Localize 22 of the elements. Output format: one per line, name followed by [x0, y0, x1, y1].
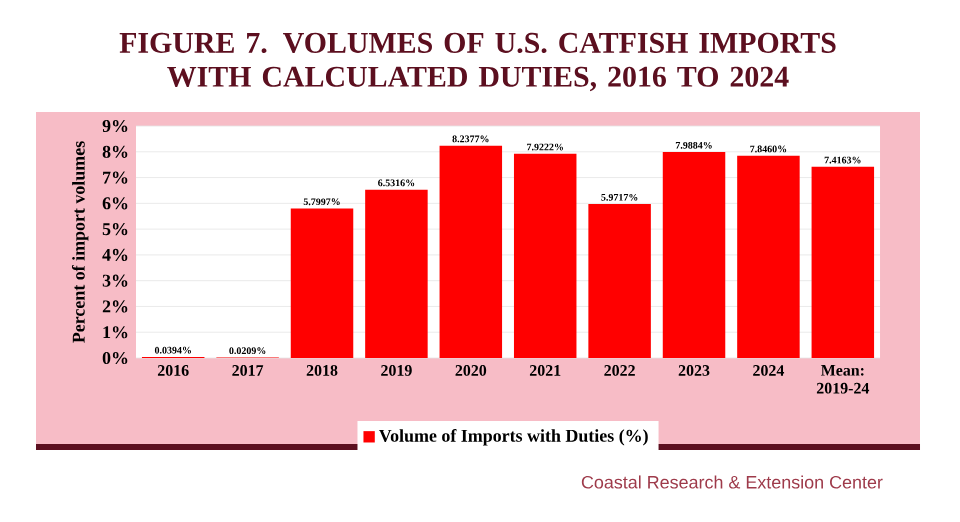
bar — [439, 145, 503, 358]
y-tick-label: 0% — [102, 351, 128, 365]
bar — [662, 152, 726, 358]
y-tick-label: 7% — [103, 171, 128, 184]
bar — [513, 153, 577, 358]
bar — [811, 166, 875, 358]
chart-title: FIGURE 7. VOLUMES OF U.S. CATFISH IMPORTS WITH CALCULATED DUTIES, 2016 TO 2024 — [119, 32, 836, 92]
y-axis-title: Percent of import volumes — [71, 141, 89, 343]
bar — [737, 155, 800, 358]
bar — [588, 204, 651, 358]
y-tick-label: 4% — [102, 248, 128, 261]
y-tick-label: 6% — [102, 197, 128, 210]
y-tick-label: 3% — [102, 274, 128, 287]
y-tick-label: 2% — [102, 300, 128, 313]
y-tick-label: 1% — [103, 326, 128, 339]
bar — [290, 208, 354, 358]
y-tick-label: 5% — [102, 223, 128, 236]
legend-label: Volume of Imports with Duties (%) — [378, 429, 648, 446]
text: Coastal Research & Extension Center — [581, 475, 883, 489]
bar — [365, 189, 428, 358]
y-tick-label: 8% — [102, 145, 128, 158]
y-tick-label: 9% — [102, 119, 128, 133]
